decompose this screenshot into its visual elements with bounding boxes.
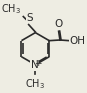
Text: OH: OH — [70, 36, 86, 46]
Text: CH$_3$: CH$_3$ — [25, 77, 45, 91]
Text: O: O — [54, 19, 63, 29]
Text: +: + — [34, 59, 41, 68]
Text: S: S — [26, 13, 33, 23]
Text: N: N — [31, 60, 39, 70]
Text: CH$_3$: CH$_3$ — [1, 2, 21, 16]
